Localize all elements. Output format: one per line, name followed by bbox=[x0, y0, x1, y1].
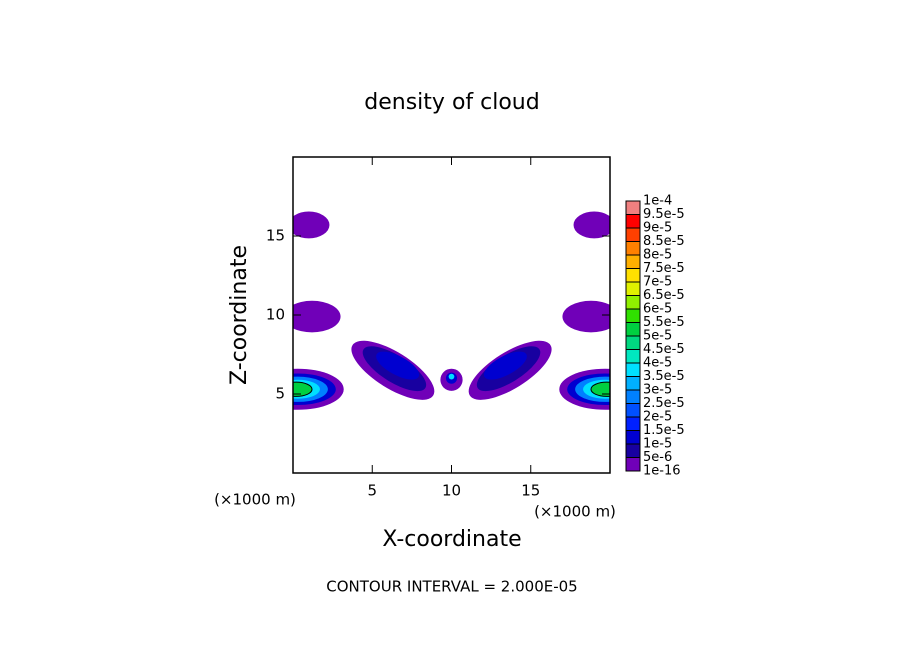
colorbar-label: 3e-5 bbox=[643, 383, 672, 398]
contour-region bbox=[376, 351, 420, 380]
contour-region bbox=[293, 211, 330, 239]
colorbar-label: 4.5e-5 bbox=[643, 342, 685, 357]
footnote: CONTOUR INTERVAL = 2.000E-05 bbox=[326, 578, 577, 596]
colorbar-label: 6.5e-5 bbox=[643, 288, 685, 303]
contour-region bbox=[590, 381, 610, 397]
x-tick-label: 5 bbox=[367, 482, 377, 500]
colorbar-segment bbox=[626, 336, 640, 350]
colorbar-segment bbox=[626, 309, 640, 323]
colorbar-label: 1e-4 bbox=[643, 194, 672, 209]
y-tick-label: 5 bbox=[275, 385, 285, 403]
y-tick-label: 10 bbox=[266, 306, 285, 324]
colorbar-segment bbox=[626, 363, 640, 377]
colorbar-label: 4e-5 bbox=[643, 356, 672, 371]
contour-region bbox=[562, 300, 610, 333]
colorbar-segment bbox=[626, 457, 640, 471]
colorbar-segment bbox=[626, 376, 640, 390]
colorbar-label: 2.5e-5 bbox=[643, 396, 685, 411]
colorbar-label: 3.5e-5 bbox=[643, 369, 685, 384]
contour-region bbox=[293, 381, 313, 397]
contour-region bbox=[573, 211, 610, 239]
colorbar-label: 6e-5 bbox=[643, 302, 672, 317]
colorbar-segment bbox=[626, 282, 640, 296]
colorbar-label: 5e-5 bbox=[643, 329, 672, 344]
contour-region bbox=[293, 300, 341, 333]
y-unit: (×1000 m) bbox=[214, 491, 296, 509]
colorbar-label: 7.5e-5 bbox=[643, 261, 685, 276]
x-tick-label: 10 bbox=[442, 482, 461, 500]
colorbar-segment bbox=[626, 255, 640, 269]
colorbar-segment bbox=[626, 444, 640, 458]
colorbar-segment bbox=[626, 201, 640, 215]
colorbar-label: 9.5e-5 bbox=[643, 207, 685, 222]
colorbar-segment bbox=[626, 241, 640, 255]
y-axis-label: Z-coordinate bbox=[227, 245, 252, 385]
x-tick-label: 15 bbox=[521, 482, 540, 500]
colorbar-segment bbox=[626, 349, 640, 363]
colorbar-segment bbox=[626, 430, 640, 444]
x-unit: (×1000 m) bbox=[534, 503, 616, 521]
colorbar-label: 1.5e-5 bbox=[643, 423, 685, 438]
contour-region bbox=[483, 351, 527, 380]
colorbar-segment bbox=[626, 214, 640, 228]
x-axis-label: X-coordinate bbox=[382, 527, 521, 552]
colorbar-label: 9e-5 bbox=[643, 221, 672, 236]
colorbar-segment bbox=[626, 403, 640, 417]
colorbar-label: 5.5e-5 bbox=[643, 315, 685, 330]
colorbar-label: 1e-16 bbox=[643, 464, 681, 479]
colorbar-label: 1e-5 bbox=[643, 437, 672, 452]
colorbar-segment bbox=[626, 228, 640, 242]
colorbar-label: 2e-5 bbox=[643, 410, 672, 425]
colorbar-segment bbox=[626, 390, 640, 404]
plot-frame bbox=[292, 156, 611, 474]
colorbar-label: 8e-5 bbox=[643, 248, 672, 263]
colorbar-label: 8.5e-5 bbox=[643, 234, 685, 249]
plot-area bbox=[293, 211, 610, 410]
colorbar-segment bbox=[626, 322, 640, 336]
contour-region bbox=[448, 373, 455, 380]
colorbar-segment bbox=[626, 268, 640, 282]
colorbar-label: 5e-6 bbox=[643, 450, 672, 465]
colorbar-segment bbox=[626, 417, 640, 431]
chart-title: density of cloud bbox=[364, 90, 539, 115]
colorbar-label: 7e-5 bbox=[643, 275, 672, 290]
y-tick-label: 15 bbox=[266, 227, 285, 245]
colorbar-segment bbox=[626, 295, 640, 309]
